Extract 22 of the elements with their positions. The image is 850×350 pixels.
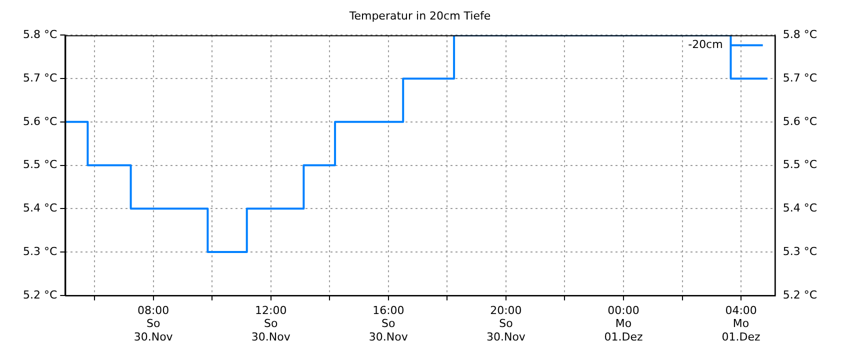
y-tick-label: 5.8 °C [23,28,58,42]
y2-tick-label: 5.2 °C [782,288,818,302]
y-tick-label: 5.5 °C [23,158,58,172]
x-tick-label: 12:00 So 30.Nov [251,304,291,344]
y2-tick-label: 5.3 °C [782,244,818,258]
x-tick-label: 04:00 Mo 01.Dez [722,304,761,344]
y-tick-label: 5.6 °C [23,114,58,128]
y2-tick-label: 5.4 °C [782,202,818,215]
y2-tick-label: 5.6 °C [782,114,818,128]
y-tick-label: 5.3 °C [23,244,58,258]
y2-tick-label: 5.8 °C [782,28,818,42]
x-tick-label: 16:00 So 30.Nov [368,304,408,344]
legend-label: -20cm [688,38,723,52]
y-tick-label: 5.4 °C [23,202,58,215]
y2-tick-label: 5.5 °C [782,158,818,172]
x-tick-label: 20:00 So 30.Nov [486,304,526,344]
y-tick-label: 5.7 °C [23,71,58,84]
x-tick-label: 08:00 So 30.Nov [134,304,174,344]
y2-tick-label: 5.7 °C [782,71,818,84]
x-tick-label: 00:00 Mo 01.Dez [604,304,643,344]
chart-title: Temperatur in 20cm Tiefe [348,9,491,22]
y-tick-label: 5.2 °C [23,288,58,302]
